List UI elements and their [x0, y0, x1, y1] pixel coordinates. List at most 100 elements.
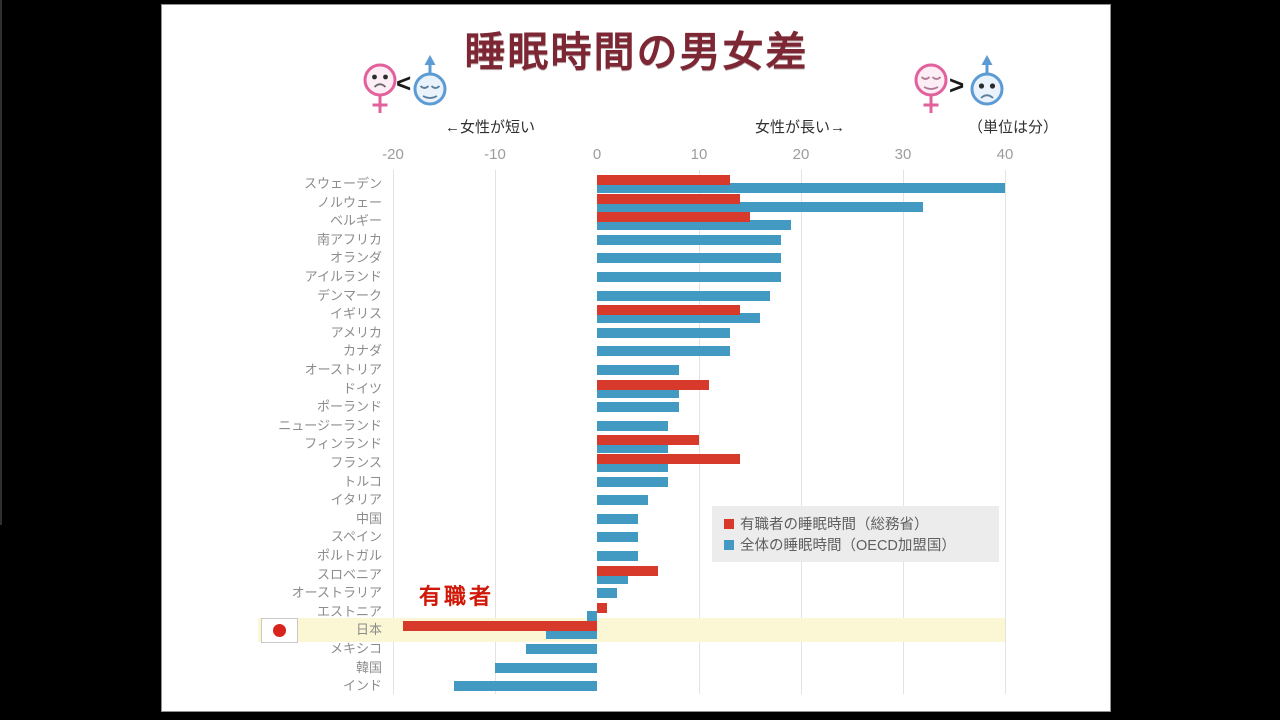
bar-overall	[597, 402, 679, 413]
country-label: 中国	[355, 510, 382, 526]
country-label: インド	[342, 678, 382, 694]
bar-employed	[597, 602, 608, 613]
bar-overall	[597, 346, 730, 357]
country-label: スペイン	[330, 529, 382, 545]
axis-note-women-shorter: ←女性が短い	[444, 119, 536, 136]
bar-overall	[597, 420, 669, 431]
country-label: デンマーク	[316, 287, 382, 303]
bar-overall	[597, 234, 781, 245]
bar-overall	[597, 201, 924, 212]
country-label: ニュージーランド	[278, 417, 382, 433]
x-tick-label: 30	[894, 146, 912, 163]
country-label: イタリア	[330, 492, 382, 508]
employed-callout-label: 有職者	[419, 584, 495, 609]
bar-employed	[597, 305, 740, 316]
country-label: フランス	[330, 455, 382, 470]
bar-overall	[597, 327, 730, 338]
bar-employed	[597, 175, 730, 185]
axis-zero-line	[0, 0, 2, 525]
bar-overall	[546, 629, 597, 640]
slide-background	[161, 4, 1111, 712]
bar-overall	[597, 220, 791, 231]
bar-overall	[597, 462, 669, 472]
gender-comparison-left-icon: <	[363, 55, 447, 113]
japan-highlight-band	[258, 617, 1005, 643]
less-than-symbol: <	[396, 68, 411, 98]
gridline	[1004, 170, 1006, 694]
country-label: 韓国	[355, 659, 382, 675]
bar-overall	[597, 513, 638, 524]
bar-overall	[597, 313, 761, 324]
bar-overall	[597, 551, 638, 561]
country-label: カナダ	[342, 343, 382, 359]
bar-overall	[597, 253, 781, 264]
country-label: フィンランド	[304, 436, 382, 452]
japan-flag-sun	[273, 624, 286, 637]
bar-overall	[597, 588, 618, 599]
country-label: スウェーデン	[303, 176, 382, 191]
female-sad-icon	[363, 63, 397, 113]
gridline	[800, 170, 802, 694]
gridline	[392, 170, 394, 694]
country-label: エストニア	[316, 603, 382, 619]
gridline	[698, 170, 700, 694]
gender-comparison-right-icon: >	[914, 55, 1004, 113]
greater-than-symbol: >	[949, 70, 964, 100]
axis-note-unit: （単位は分）	[967, 119, 1059, 136]
bar-overall	[597, 272, 781, 282]
gridline	[902, 170, 904, 694]
bar-employed	[597, 454, 740, 464]
country-label: ポーランド	[316, 399, 382, 415]
male-sleeping-icon	[413, 55, 447, 106]
country-label: ポルトガル	[316, 548, 382, 563]
country-label: オーストリア	[304, 362, 382, 377]
page-title: 睡眠時間の男女差	[464, 29, 809, 75]
bar-overall	[454, 681, 597, 692]
country-label: ノルウェー	[316, 194, 382, 210]
country-label: ドイツ	[342, 380, 382, 396]
bar-overall	[597, 290, 771, 301]
bar-overall	[597, 532, 638, 543]
country-label: 南アフリカ	[316, 231, 382, 247]
male-sad-icon	[970, 55, 1004, 106]
x-tick-label: 40	[996, 146, 1014, 163]
female-sleeping-icon	[914, 63, 948, 113]
bar-overall	[597, 183, 1005, 193]
country-label: オランダ	[329, 250, 382, 266]
bar-overall	[525, 644, 597, 654]
country-label: 日本	[355, 622, 382, 638]
country-label: アメリカ	[330, 324, 382, 340]
bar-overall	[597, 495, 648, 506]
bar-overall	[586, 610, 597, 621]
bar-employed	[597, 193, 740, 204]
legend-item-employed: 有職者の睡眠時間（総務省）	[724, 513, 999, 534]
legend-item-overall: 全体の睡眠時間（OECD加盟国）	[724, 534, 999, 555]
country-label: アイルランド	[304, 269, 382, 284]
bar-overall	[495, 662, 597, 673]
x-tick-label: -10	[484, 146, 506, 163]
bar-employed	[597, 379, 710, 390]
bar-overall	[597, 476, 669, 487]
country-label: メキシコ	[329, 641, 382, 656]
x-tick-label: 0	[592, 146, 602, 163]
country-label: トルコ	[343, 473, 382, 489]
bar-employed	[597, 435, 699, 446]
axis-note-women-longer: 女性が長い→	[754, 119, 846, 136]
bar-employed	[403, 621, 597, 632]
japan-flag-icon	[261, 618, 298, 643]
bar-overall	[597, 443, 669, 454]
bar-overall	[597, 573, 628, 584]
chart-legend: 有職者の睡眠時間（総務省） 全体の睡眠時間（OECD加盟国）	[712, 506, 999, 562]
x-tick-label: 20	[792, 146, 810, 163]
country-label: イギリス	[329, 306, 382, 322]
bar-overall	[597, 365, 679, 375]
legend-swatch-overall	[724, 539, 734, 550]
gridline	[494, 170, 496, 694]
legend-swatch-employed	[724, 518, 734, 529]
bar-employed	[597, 212, 750, 223]
bar-employed	[597, 565, 659, 576]
bar-overall	[597, 387, 679, 398]
country-label: オーストラリア	[291, 585, 382, 601]
